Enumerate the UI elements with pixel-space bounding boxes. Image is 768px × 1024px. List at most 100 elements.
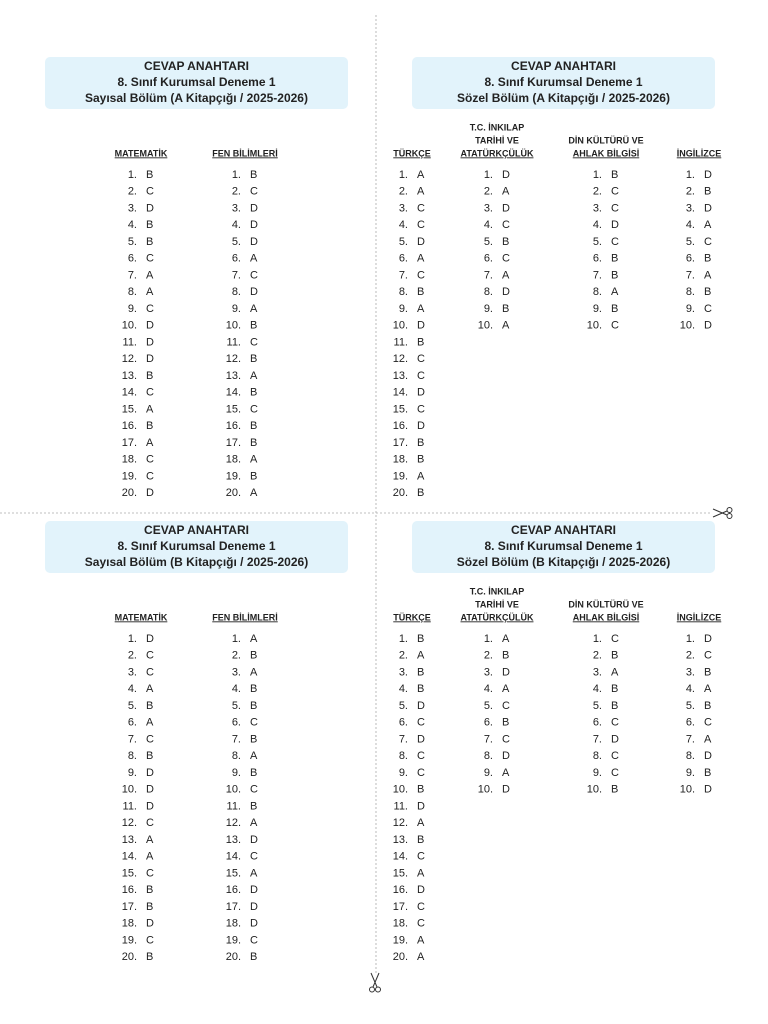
question-number: 2. <box>686 186 695 198</box>
answer: C <box>250 717 258 729</box>
answer: B <box>611 683 618 695</box>
column-header: TÜRKÇE <box>393 612 431 622</box>
answer: A <box>250 370 258 382</box>
answer: B <box>611 784 618 796</box>
answer: D <box>250 901 258 913</box>
answer: B <box>250 387 257 399</box>
question-number: 13. <box>393 834 408 846</box>
answer: A <box>250 750 258 762</box>
answer: C <box>611 320 619 332</box>
answer: C <box>146 186 154 198</box>
answer: A <box>704 683 712 695</box>
answer: A <box>146 286 154 298</box>
answer: A <box>502 186 510 198</box>
answer: C <box>146 666 154 678</box>
answer: B <box>417 437 424 449</box>
header-line: CEVAP ANAHTARI <box>511 523 616 537</box>
header-box <box>45 57 348 109</box>
answer: D <box>417 733 425 745</box>
question-number: 1. <box>593 169 602 181</box>
answer: C <box>704 717 712 729</box>
answer: B <box>417 286 424 298</box>
header-line: CEVAP ANAHTARI <box>511 59 616 73</box>
question-number: 1. <box>593 633 602 645</box>
question-number: 19. <box>122 470 137 482</box>
question-number: 3. <box>593 202 602 214</box>
answer: C <box>611 767 619 779</box>
question-number: 14. <box>226 851 241 863</box>
answer: D <box>250 202 258 214</box>
answer: C <box>704 303 712 315</box>
question-number: 13. <box>226 834 241 846</box>
answer: D <box>704 320 712 332</box>
question-number: 12. <box>226 353 241 365</box>
answer: B <box>417 454 424 466</box>
answer: B <box>146 420 153 432</box>
answer: B <box>146 236 153 248</box>
column-header: MATEMATİK <box>115 612 168 622</box>
question-number: 18. <box>393 918 408 930</box>
answer: C <box>146 934 154 946</box>
answer: B <box>502 236 509 248</box>
answer: D <box>250 834 258 846</box>
answer: C <box>611 236 619 248</box>
answer: D <box>417 700 425 712</box>
question-number: 9. <box>128 767 137 779</box>
answer: B <box>146 370 153 382</box>
column-header: DİN KÜLTÜRÜ VE <box>568 599 643 609</box>
answer: B <box>250 800 257 812</box>
question-number: 12. <box>226 817 241 829</box>
answer: A <box>502 767 510 779</box>
question-number: 3. <box>399 202 408 214</box>
question-number: 20. <box>226 951 241 963</box>
question-number: 17. <box>226 437 241 449</box>
answer: A <box>417 253 425 265</box>
answer: B <box>250 420 257 432</box>
column-header: TARİHİ VE <box>475 599 519 609</box>
question-number: 1. <box>686 169 695 181</box>
question-number: 2. <box>232 186 241 198</box>
answer: C <box>146 454 154 466</box>
answer: A <box>417 169 425 181</box>
question-number: 9. <box>593 303 602 315</box>
question-number: 1. <box>128 169 137 181</box>
answer: A <box>250 303 258 315</box>
column-header: T.C. İNKILAP <box>470 586 525 596</box>
question-number: 7. <box>128 733 137 745</box>
question-number: 15. <box>226 403 241 415</box>
question-number: 2. <box>399 650 408 662</box>
answer: D <box>502 286 510 298</box>
answer: B <box>704 286 711 298</box>
question-number: 1. <box>128 633 137 645</box>
answer: B <box>417 666 424 678</box>
question-number: 8. <box>484 750 493 762</box>
answer: B <box>611 169 618 181</box>
question-number: 2. <box>232 650 241 662</box>
question-number: 9. <box>399 767 408 779</box>
answer: A <box>417 817 425 829</box>
question-number: 16. <box>122 420 137 432</box>
answer: C <box>417 901 425 913</box>
column-header: FEN BİLİMLERİ <box>212 148 278 158</box>
answer: A <box>502 269 510 281</box>
answer: B <box>502 303 509 315</box>
question-number: 1. <box>232 633 241 645</box>
question-number: 2. <box>593 650 602 662</box>
question-number: 17. <box>122 901 137 913</box>
question-number: 8. <box>686 286 695 298</box>
question-number: 9. <box>686 767 695 779</box>
answer: A <box>704 733 712 745</box>
answer: B <box>146 901 153 913</box>
answer: B <box>704 767 711 779</box>
answer: A <box>250 253 258 265</box>
answer: C <box>417 767 425 779</box>
question-number: 4. <box>484 683 493 695</box>
answer: B <box>704 186 711 198</box>
question-number: 13. <box>122 834 137 846</box>
question-number: 4. <box>232 683 241 695</box>
question-number: 6. <box>686 253 695 265</box>
question-number: 9. <box>232 767 241 779</box>
answer: A <box>250 666 258 678</box>
answer: B <box>146 884 153 896</box>
answer: A <box>146 269 154 281</box>
